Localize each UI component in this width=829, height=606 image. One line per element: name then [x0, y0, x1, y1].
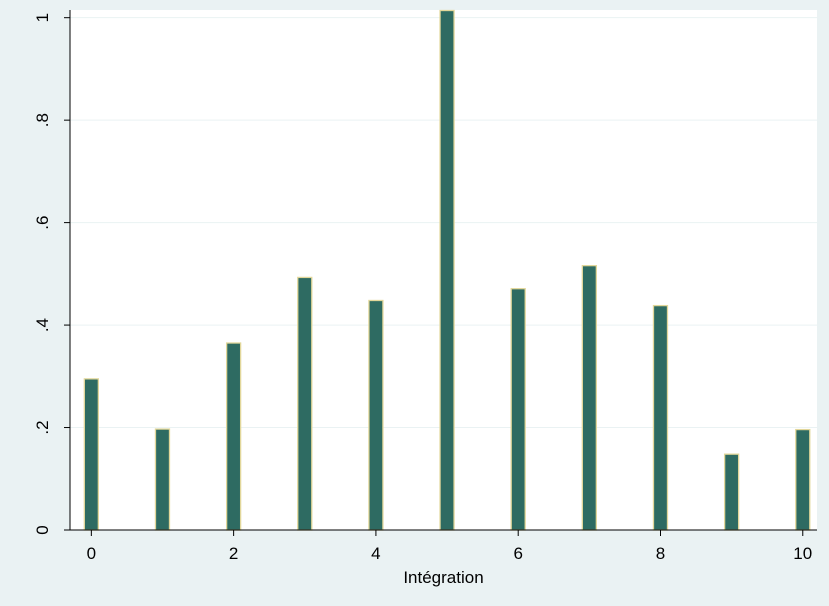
bar-4	[368, 299, 384, 531]
y-tick-label: .6	[33, 216, 52, 230]
x-tick-label: 4	[371, 544, 380, 563]
y-axis-ticks: 0 .2 .4 .6 .8 1	[33, 13, 70, 535]
bar-1	[154, 428, 171, 531]
x-tick-label: 0	[87, 544, 96, 563]
bar-10	[795, 428, 811, 531]
bar-5	[439, 9, 455, 531]
x-axis-ticks: 0 2 4 6 8 10	[87, 530, 812, 563]
x-tick-label: 2	[229, 544, 238, 563]
bar-3	[297, 276, 313, 531]
x-tick-label: 10	[793, 544, 812, 563]
y-tick-label: .4	[33, 318, 52, 332]
bar-7	[581, 264, 597, 531]
bar-2	[225, 342, 242, 531]
y-tick-label: 1	[33, 13, 52, 22]
bar-0	[83, 378, 99, 531]
y-tick-label: .8	[33, 113, 52, 127]
x-tick-label: 8	[656, 544, 665, 563]
bar-6	[510, 288, 526, 531]
y-tick-label: .2	[33, 420, 52, 434]
y-tick-label: 0	[33, 525, 52, 534]
bar-9	[723, 453, 740, 531]
x-tick-label: 6	[513, 544, 522, 563]
x-axis-title: Intégration	[403, 568, 483, 587]
bar-8	[652, 304, 669, 531]
